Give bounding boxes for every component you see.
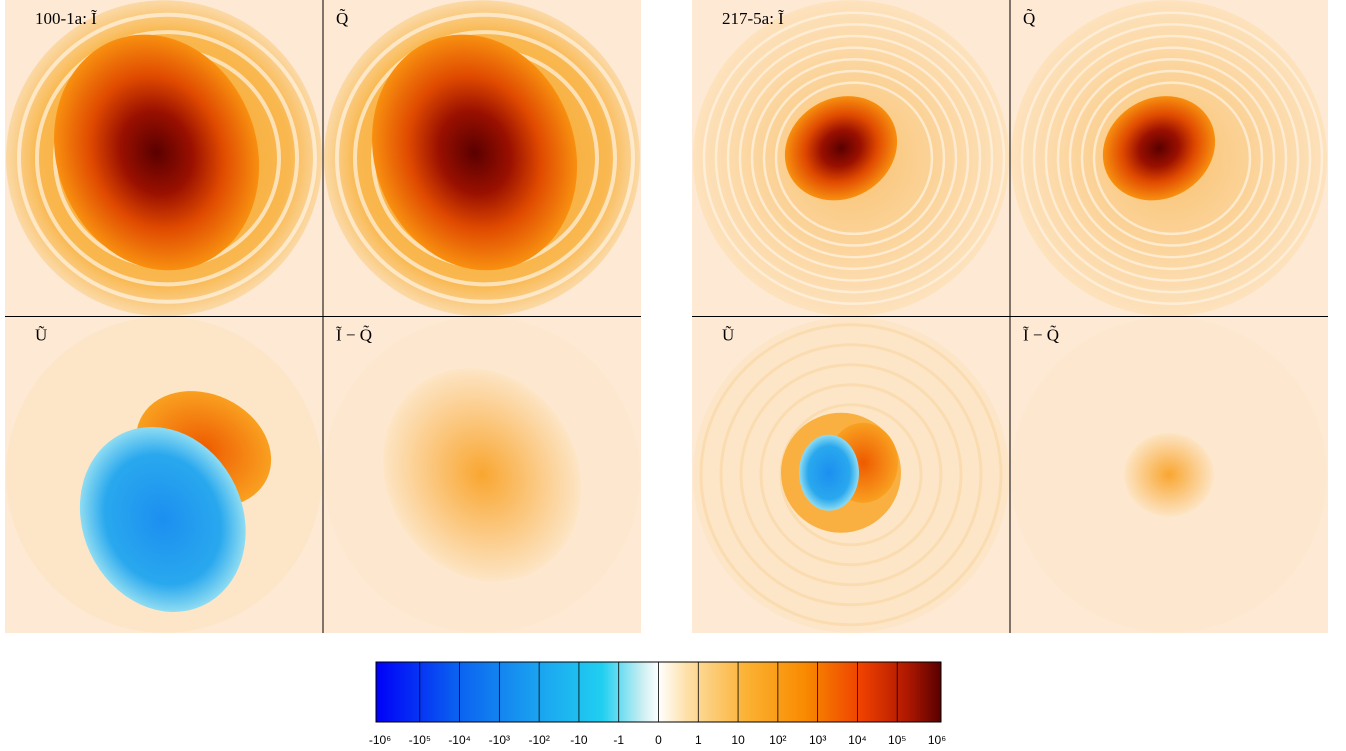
ring — [1044, 34, 1300, 282]
colorbar-tick-label: 10³ — [809, 733, 826, 747]
panel-group: 217-5a: Ĩ Q̃ Ũ Ĩ − Q̃ — [692, 0, 1328, 633]
ring — [714, 23, 994, 294]
ring — [1056, 46, 1288, 271]
panel-label: Ĩ − Q̃ — [336, 326, 372, 345]
colorbar-tick-label: -1 — [613, 733, 624, 747]
blob — [383, 368, 581, 582]
ring — [726, 34, 982, 282]
panel-label: Ĩ − Q̃ — [1023, 326, 1059, 345]
ring — [739, 363, 963, 587]
panel — [692, 316, 1010, 633]
colorbar-tick-label: -10² — [528, 733, 549, 747]
panel-label: Q̃ — [1023, 9, 1035, 28]
colorbar-tick-label: -10⁶ — [369, 733, 391, 747]
panel-label: 217-5a: Ĩ — [722, 9, 784, 28]
colorbar-tick-label: 10⁴ — [848, 733, 867, 747]
ring — [750, 58, 958, 259]
panel — [323, 0, 641, 317]
ring — [335, 12, 635, 304]
colorbar-tick-label: 10 — [731, 733, 745, 747]
colorbar-tick-label: 10⁵ — [888, 733, 906, 747]
panel — [5, 0, 323, 317]
panel — [1010, 316, 1328, 633]
panel-group: 100-1a: Ĩ Q̃ Ũ Ĩ − Q̃ — [5, 0, 641, 633]
ring — [719, 343, 983, 607]
colorbar-tick-label: 1 — [695, 733, 702, 747]
ring — [1032, 23, 1312, 294]
ring — [762, 69, 946, 247]
colorbar-tick-label: 10⁶ — [928, 733, 946, 747]
core — [784, 96, 898, 201]
panel-label: Ũ — [35, 326, 47, 345]
ring — [738, 46, 970, 271]
blob — [1124, 432, 1214, 517]
ring — [353, 30, 617, 287]
colorbar-tick-label: -10³ — [489, 733, 510, 747]
ring — [702, 11, 1006, 305]
ring — [1020, 11, 1324, 305]
panel-label: Q̃ — [336, 9, 348, 28]
colorbar-tick-label: -10⁵ — [409, 733, 431, 747]
colorbar-tick-label: 10² — [769, 733, 786, 747]
ring — [1080, 69, 1264, 247]
panel-label: 100-1a: Ĩ — [35, 9, 97, 28]
ring — [35, 30, 299, 287]
ring — [774, 81, 934, 236]
panel — [5, 316, 323, 633]
ring — [17, 12, 317, 304]
ring — [1092, 81, 1252, 236]
blob — [799, 434, 859, 511]
colorbar-tick-label: -10⁴ — [448, 733, 471, 747]
ring — [699, 323, 1003, 627]
colorbar-tick-label: 0 — [655, 733, 662, 747]
panel — [692, 0, 1010, 317]
ring — [1068, 58, 1276, 259]
panel — [323, 316, 641, 633]
panel — [1010, 0, 1328, 317]
ring — [779, 403, 923, 547]
panel-label: Ũ — [722, 326, 734, 345]
core — [54, 34, 260, 271]
core — [1102, 96, 1216, 201]
blob — [79, 426, 246, 612]
colorbar-tick-label: -10 — [570, 733, 588, 747]
core — [372, 34, 578, 271]
ring — [759, 383, 943, 567]
